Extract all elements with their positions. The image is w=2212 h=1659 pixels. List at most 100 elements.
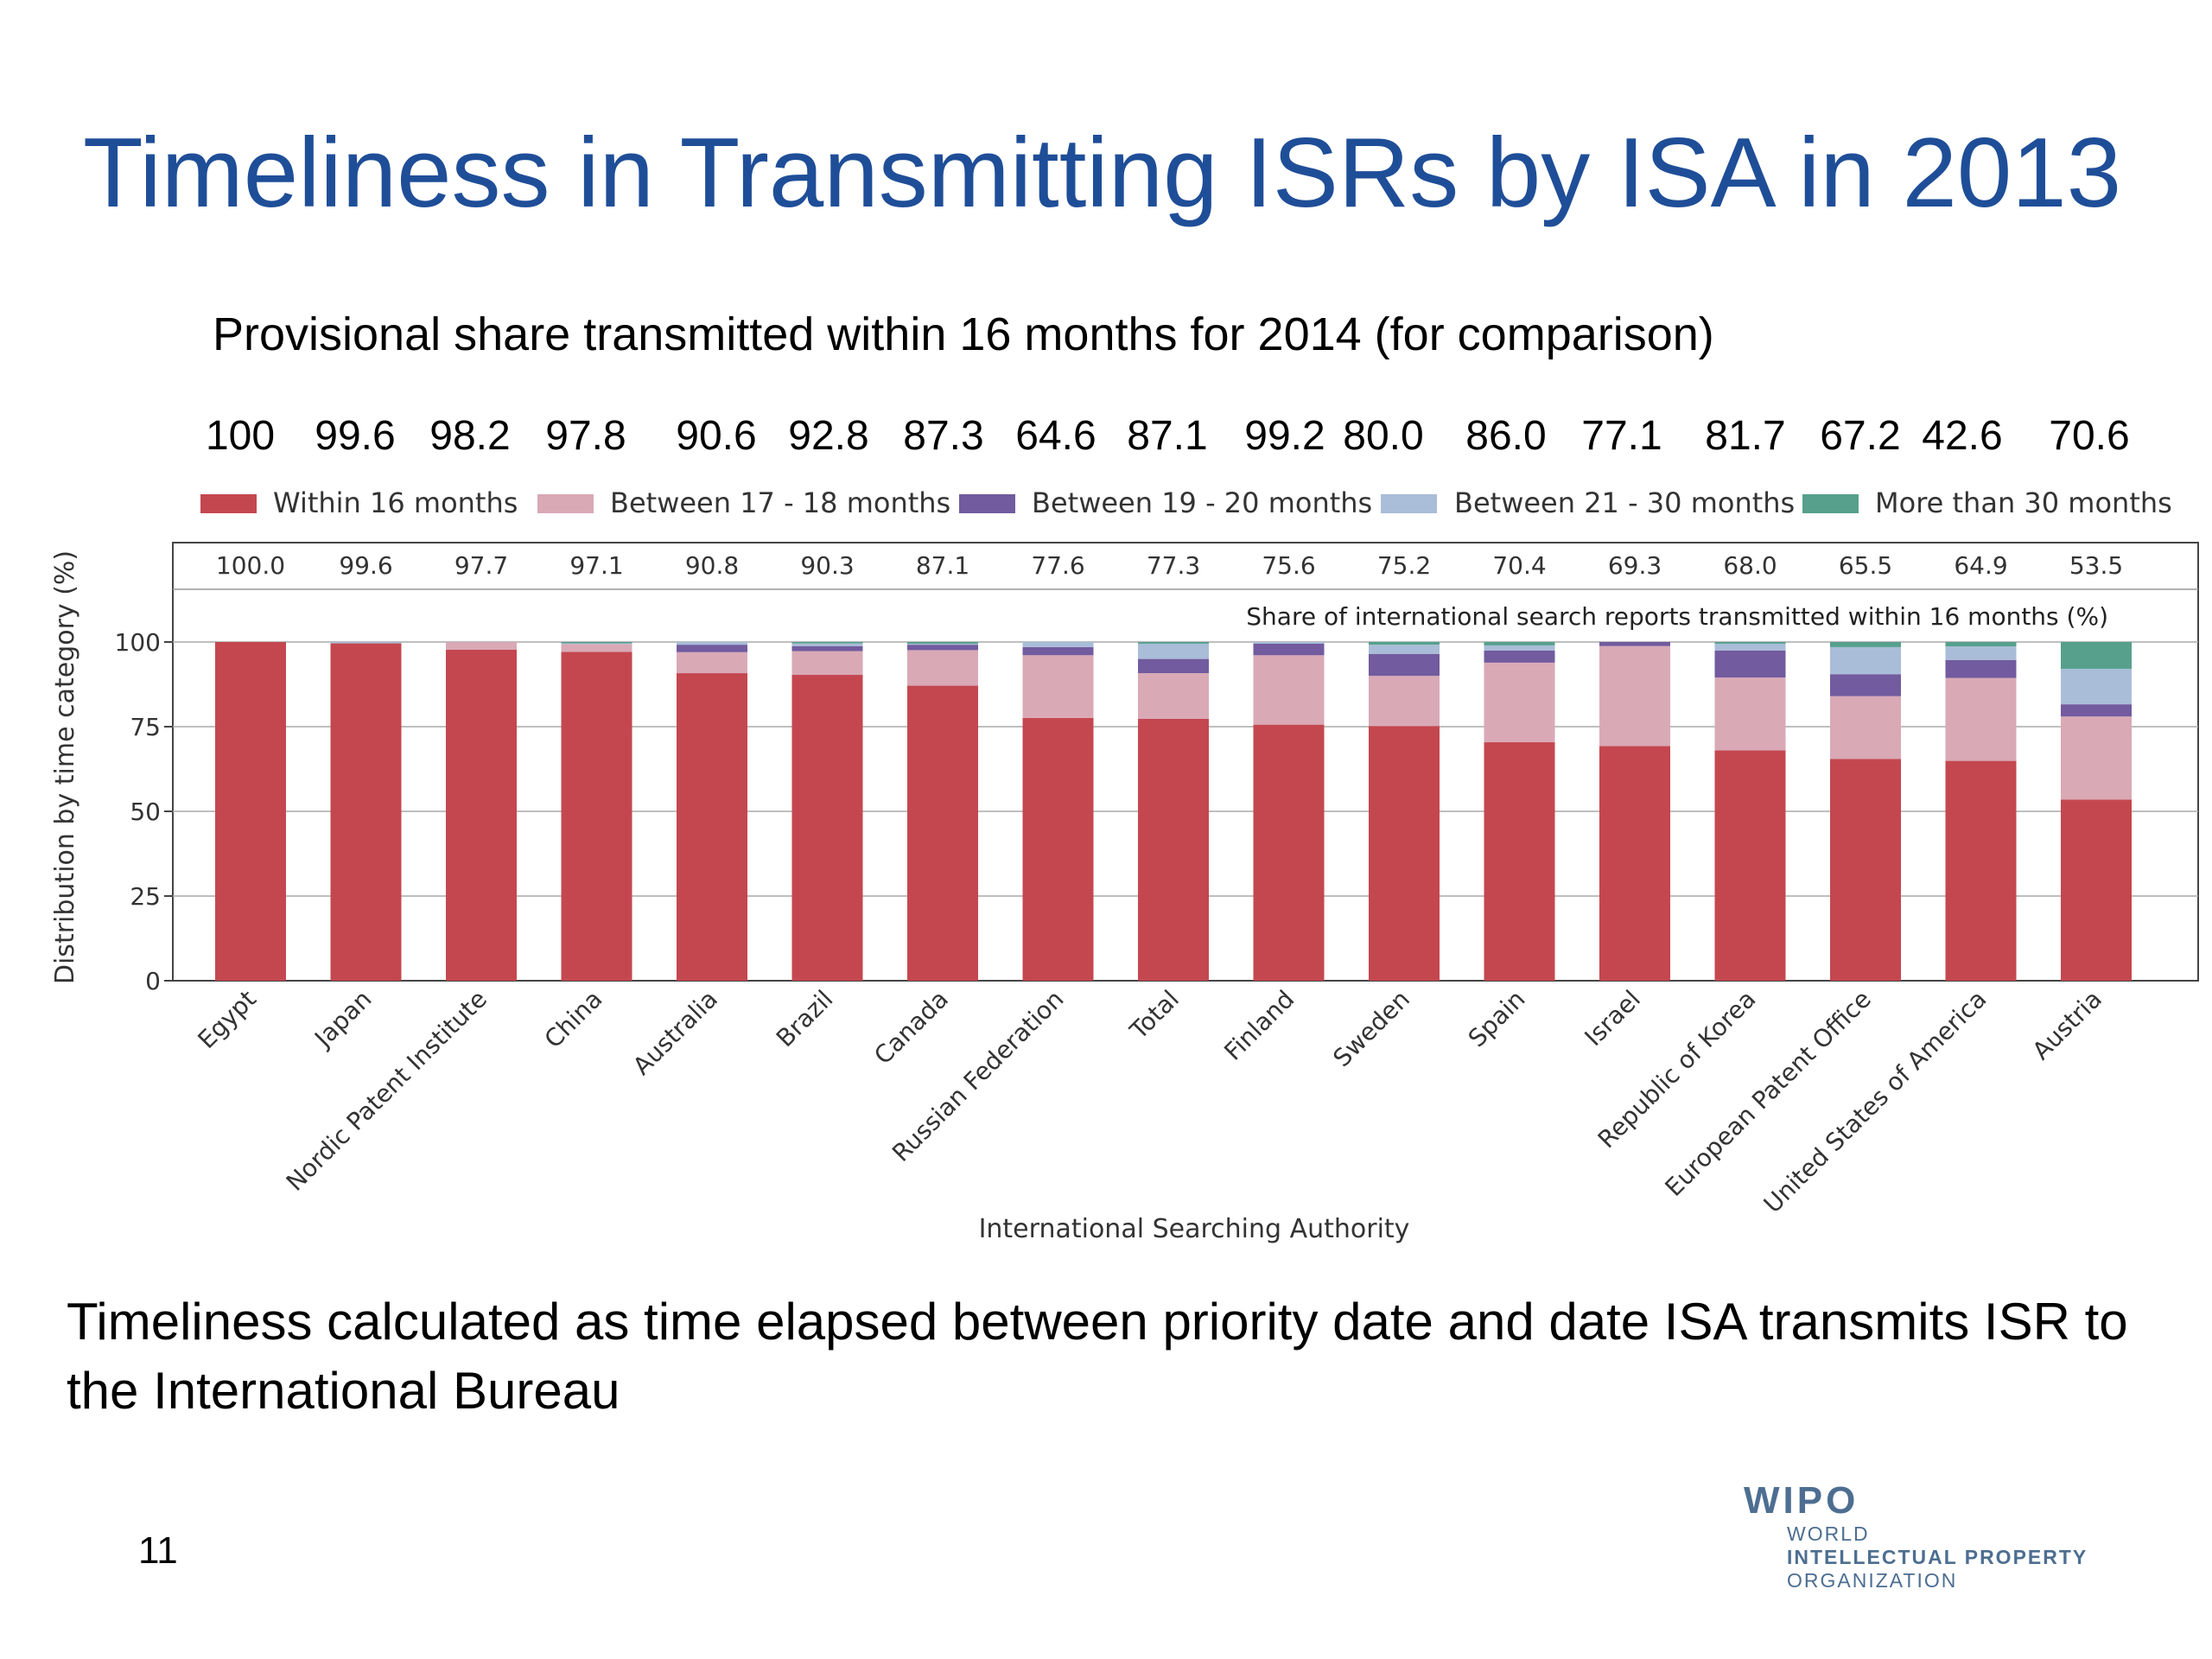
bar-segment	[1599, 746, 1670, 981]
bar-segment	[330, 643, 402, 981]
legend-swatch	[1802, 494, 1859, 513]
bar-segment	[561, 652, 632, 981]
bar-segment	[677, 642, 747, 645]
bar-segment	[2061, 668, 2132, 705]
bar-segment	[1830, 646, 1901, 675]
page-number: 11	[138, 1529, 178, 1572]
bar-segment	[1484, 645, 1555, 651]
bar-segment	[907, 643, 978, 645]
within-16-label: 90.3	[800, 551, 854, 580]
y-tick-label: 50	[130, 798, 161, 826]
x-tick-label: Nordic Patent Institute	[281, 985, 493, 1197]
bar-segment	[561, 642, 632, 644]
x-tick-label: Egypt	[192, 985, 261, 1054]
bar-segment	[791, 643, 863, 646]
legend-swatch	[200, 494, 257, 513]
bar-segment	[1830, 759, 1901, 981]
within-16-label: 65.5	[1839, 551, 1892, 580]
bar-segment	[791, 651, 863, 676]
provisional-value: 87.1	[1127, 413, 1207, 459]
within-16-label: 87.1	[916, 551, 969, 580]
bar-segment	[1714, 650, 1786, 678]
bar-segment	[561, 644, 632, 652]
bar-segment	[1138, 643, 1209, 659]
legend-swatch	[959, 494, 1015, 513]
bar-segment	[2061, 716, 2132, 800]
bar-segment	[1945, 677, 2017, 761]
y-tick-label: 75	[130, 713, 161, 741]
legend-label: Between 19 - 20 months	[1032, 486, 1372, 519]
slide-title: Timeliness in Transmitting ISRs by ISA i…	[83, 118, 2122, 228]
bar-segment	[2061, 799, 2132, 981]
bar-segment	[1369, 645, 1440, 654]
x-tick-label: China	[539, 985, 608, 1054]
bar-segment	[1369, 653, 1440, 677]
within-16-label: 97.1	[569, 551, 623, 580]
y-tick-label: 25	[130, 882, 161, 911]
bar-segment	[907, 642, 978, 644]
bar-segment	[1484, 742, 1555, 981]
wipo-logo-mark: WIPO	[1744, 1479, 1859, 1522]
within-16-label: 75.6	[1262, 551, 1315, 580]
bar-segment	[446, 650, 517, 981]
within-16-label: 75.2	[1377, 551, 1431, 580]
within-16-label: 100.0	[216, 551, 285, 580]
within-16-label: 69.3	[1608, 551, 1662, 580]
y-tick-label: 100	[115, 628, 161, 657]
bar-segment	[1599, 645, 1670, 747]
within-16-label: 68.0	[1723, 551, 1777, 580]
provisional-value: 80.0	[1343, 413, 1423, 459]
bar-segment	[1022, 655, 1094, 718]
x-axis-title: International Searching Authority	[979, 1214, 1410, 1244]
bar-segment	[1253, 655, 1325, 725]
provisional-value: 90.6	[676, 413, 756, 459]
provisional-value: 100	[206, 413, 275, 459]
legend-label: Between 21 - 30 months	[1454, 486, 1795, 519]
bar-segment	[791, 645, 863, 652]
bar-segment	[1945, 642, 2017, 647]
share-annotation: Share of international search reports tr…	[1246, 602, 2108, 631]
within-16-label: 99.6	[339, 551, 392, 580]
bar-segment	[1714, 677, 1786, 751]
footnote: Timeliness calculated as time elapsed be…	[67, 1293, 2128, 1420]
bar-segment	[1369, 726, 1440, 981]
x-tick-label: European Patent Office	[1659, 985, 1876, 1202]
bar-segment	[2061, 704, 2132, 717]
bar-segment	[446, 642, 517, 651]
x-tick-label: Sweden	[1327, 985, 1415, 1073]
x-tick-label: Canada	[868, 985, 954, 1071]
provisional-value: 81.7	[1705, 413, 1785, 459]
wipo-logo-line-2: INTELLECTUAL PROPERTY	[1787, 1546, 2088, 1568]
provisional-value: 42.6	[1922, 413, 2002, 459]
within-16-label: 77.6	[1031, 551, 1084, 580]
y-tick-label: 0	[145, 967, 161, 995]
y-axis-title: Distribution by time category (%)	[50, 550, 80, 984]
within-16-label: 53.5	[2069, 551, 2123, 580]
legend-label: Within 16 months	[273, 486, 518, 519]
bar-segment	[1369, 676, 1440, 727]
bar-segment	[1484, 642, 1555, 645]
bar-segment	[1253, 643, 1325, 656]
bar-segment	[1714, 643, 1786, 651]
provisional-value: 64.6	[1015, 413, 1096, 459]
bar-segment	[677, 673, 747, 981]
x-tick-label: Spain	[1463, 985, 1531, 1053]
bar-segment	[1022, 642, 1094, 647]
bar-segment	[1830, 696, 1901, 760]
wipo-logo-line-3: ORGANIZATION	[1787, 1569, 1958, 1592]
bar-segment	[1138, 642, 1209, 644]
provisional-value: 97.8	[545, 413, 626, 459]
within-16-label: 77.3	[1147, 551, 1200, 580]
bar-segment	[1599, 642, 1670, 646]
provisional-value: 87.3	[903, 413, 983, 459]
bar-segment	[677, 645, 747, 652]
bar-segment	[1253, 724, 1325, 981]
within-16-label: 90.8	[685, 551, 739, 580]
provisional-value: 77.1	[1581, 413, 1662, 459]
bar-segment	[907, 650, 978, 686]
within-16-label: 64.9	[1954, 551, 2007, 580]
bar-segment	[2061, 642, 2132, 669]
bar-segment	[1945, 646, 2017, 660]
x-tick-label: Brazil	[771, 985, 839, 1053]
legend-label: Between 17 - 18 months	[610, 486, 950, 519]
